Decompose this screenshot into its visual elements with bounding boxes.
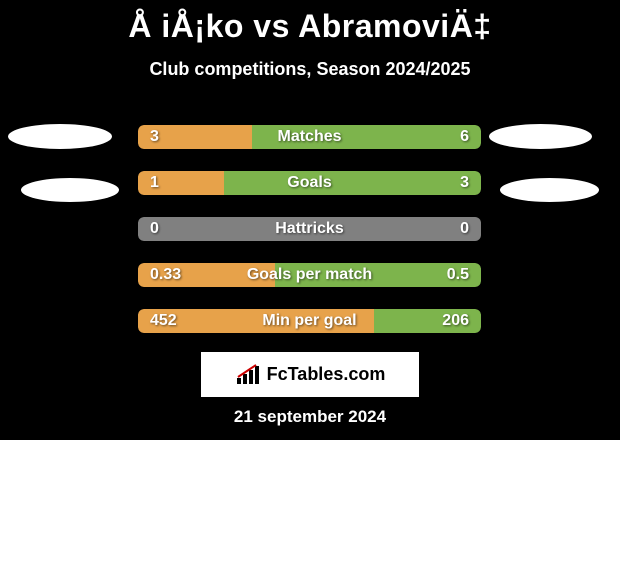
bars-icon [235, 364, 263, 386]
metric-label: Min per goal [138, 309, 481, 333]
date-text: 21 september 2024 [0, 407, 620, 427]
metric-label: Hattricks [138, 217, 481, 241]
left-flag-badge [21, 178, 119, 202]
metric-label: Goals per match [138, 263, 481, 287]
metric-label: Goals [138, 171, 481, 195]
right-flag-badge [500, 178, 599, 202]
left-club-badge [8, 124, 112, 149]
stat-row: 452206Min per goal [138, 309, 481, 333]
right-club-badge [489, 124, 592, 149]
page-subtitle: Club competitions, Season 2024/2025 [0, 59, 620, 80]
comparison-card: Å iÅ¡ko vs AbramoviÄ‡ Club competitions,… [0, 0, 620, 440]
source-logo: FcTables.com [201, 352, 419, 397]
page-title: Å iÅ¡ko vs AbramoviÄ‡ [0, 0, 620, 45]
stat-row: 36Matches [138, 125, 481, 149]
stat-row: 00Hattricks [138, 217, 481, 241]
stat-rows: 36Matches 13Goals 00Hattricks 0.330.5Goals … [138, 125, 481, 355]
source-logo-text: FcTables.com [267, 364, 386, 385]
metric-label: Matches [138, 125, 481, 149]
stat-row: 13Goals [138, 171, 481, 195]
stat-row: 0.330.5Goals per match [138, 263, 481, 287]
